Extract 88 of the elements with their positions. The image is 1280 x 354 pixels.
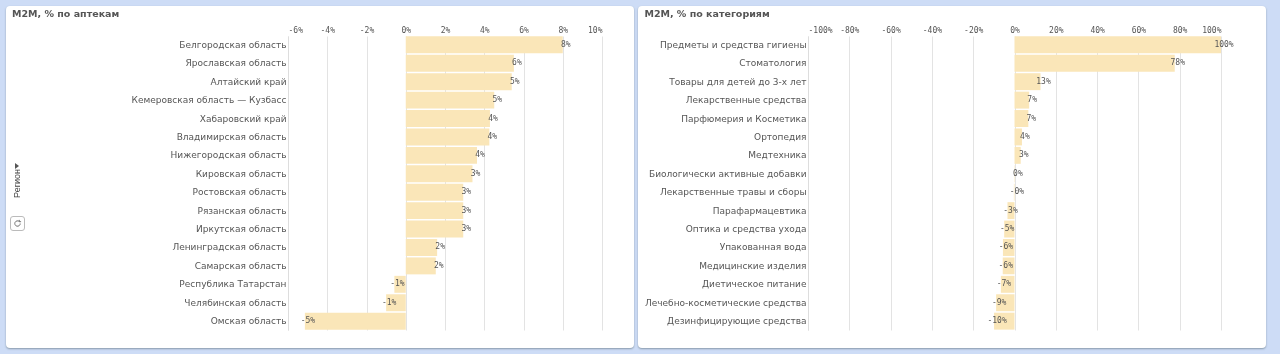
data-label: -9% [991, 297, 1007, 307]
y-tick-label: Омская область [210, 316, 287, 327]
y-tick-label: Упакованная вода [719, 242, 807, 253]
y-tick-label: Дезинфицирующие средства [667, 316, 807, 327]
data-label: 0% [1013, 168, 1023, 178]
x-tick-label: 2% [440, 25, 451, 35]
y-tick-label: Лекарственные средства [685, 95, 807, 106]
data-label: -1% [390, 279, 405, 289]
y-tick-label: Нижегородская область [170, 150, 287, 161]
data-label: 6% [512, 58, 522, 68]
data-label: -3% [1003, 205, 1018, 215]
data-label: 3% [461, 224, 472, 234]
data-label: 3% [461, 187, 472, 197]
text: M2M, % по аптекам [12, 7, 120, 19]
y-tick-label: Челябинская область [184, 297, 287, 308]
x-tick-label: 8% [558, 25, 569, 35]
y-tick-label: Кировская область [195, 168, 287, 179]
data-label: -10% [987, 316, 1007, 326]
y-tick-label: Биологически активные добавки [649, 168, 807, 179]
data-label: 3% [461, 205, 472, 215]
x-tick-label: -40% [922, 25, 943, 35]
y-tick-label: Предметы и средства гигиены [660, 39, 807, 50]
y-axis-title: Регион [11, 169, 22, 198]
y-tick-label: Лечебно-косметические средства [644, 297, 807, 308]
data-label: 4% [1020, 131, 1030, 141]
data-label: 4% [487, 131, 498, 141]
y-tick-label: Республика Татарстан [179, 279, 287, 290]
y-tick-label: Ростовская область [192, 187, 287, 198]
bar [1014, 146, 1021, 164]
data-label: 7% [1026, 113, 1037, 123]
y-tick-label: Алтайский край [210, 76, 287, 87]
y-tick-label: Медтехника [748, 150, 807, 161]
x-tick-label: -100% [808, 25, 833, 35]
y-tick-label: Ортопедия [754, 131, 807, 142]
x-tick-label: -60% [881, 25, 901, 35]
data-label: 3% [470, 168, 481, 178]
y-tick-label: Рязанская область [197, 205, 287, 216]
data-label: 3% [1018, 150, 1029, 160]
x-tick-label: 10% [588, 25, 603, 35]
y-tick-label: Хабаровский край [199, 113, 287, 124]
y-tick-label: Ярославская область [185, 58, 287, 69]
y-tick-label: Парафармацевтика [712, 205, 807, 216]
x-tick-label: 40% [1090, 25, 1106, 35]
text: M2M, % по категориям [644, 7, 770, 19]
y-tick-label: Иркутская область [196, 224, 287, 235]
x-tick-label: 0% [1010, 25, 1020, 35]
y-tick-label: Парфюмерия и Косметика [681, 113, 807, 124]
x-tick-label: -2% [359, 25, 375, 35]
y-tick-label: Диетическое питание [702, 279, 807, 290]
x-tick-label: 60% [1131, 25, 1147, 35]
data-label: 4% [488, 113, 498, 123]
x-tick-label: 6% [519, 25, 529, 35]
x-tick-label: 80% [1172, 25, 1188, 35]
data-label: 5% [492, 95, 503, 105]
data-label: 2% [435, 242, 446, 252]
data-label: 5% [509, 76, 520, 86]
x-tick-label: -80% [840, 25, 860, 35]
data-label: -5% [300, 316, 316, 326]
data-label: 7% [1027, 95, 1038, 105]
x-tick-label: 0% [401, 25, 412, 35]
x-tick-label: -4% [320, 25, 336, 35]
y-tick-label: Стоматология [739, 58, 807, 69]
y-tick-label: Ленинградская область [172, 242, 287, 253]
y-tick-label: Лекарственные травы и сборы [659, 187, 807, 198]
x-tick-label: 100% [1202, 25, 1222, 35]
y-tick-label: Кемеровская область — Кузбасс [131, 95, 287, 106]
x-tick-label: -20% [964, 25, 984, 35]
y-tick-label: Белгородская область [179, 39, 287, 50]
data-label: -0% [1009, 187, 1025, 197]
x-tick-label: 20% [1049, 25, 1064, 35]
y-tick-label: Товары для детей до 3-х лет [668, 76, 807, 87]
data-label: 2% [433, 260, 444, 270]
data-label: -6% [998, 242, 1014, 252]
data-label: 100% [1214, 39, 1234, 49]
y-tick-label: Владимирская область [176, 131, 287, 142]
y-tick-label: Медицинские изделия [699, 260, 807, 271]
y-tick-label: Оптика и средства ухода [685, 224, 807, 235]
x-tick-label: -6% [288, 25, 304, 35]
data-label: 78% [1170, 58, 1186, 68]
data-label: 13% [1036, 76, 1051, 86]
data-label: -7% [996, 279, 1012, 289]
data-label: -1% [381, 297, 397, 307]
data-label: 4% [475, 150, 485, 160]
y-tick-label: Самарская область [194, 260, 287, 271]
data-label: -6% [998, 260, 1014, 270]
data-label: -5% [999, 224, 1015, 234]
data-label: 8% [560, 39, 571, 49]
x-tick-label: 4% [479, 25, 490, 35]
